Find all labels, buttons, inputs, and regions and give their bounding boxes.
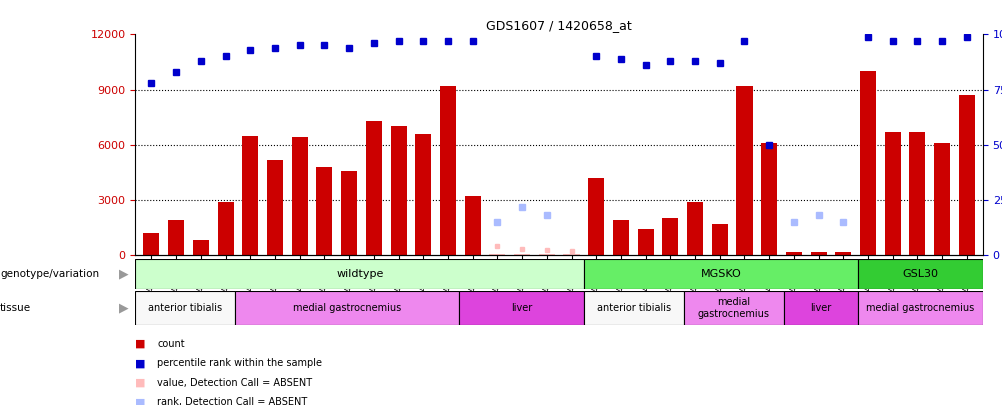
Text: rank, Detection Call = ABSENT: rank, Detection Call = ABSENT (157, 397, 308, 405)
Bar (783, 291, 858, 325)
Bar (217, 202, 233, 255)
Bar (735, 86, 752, 255)
Text: value, Detection Call = ABSENT: value, Detection Call = ABSENT (157, 378, 313, 388)
Text: medial gastrocnemius: medial gastrocnemius (293, 303, 401, 313)
Text: medial gastrocnemius: medial gastrocnemius (866, 303, 974, 313)
Bar (135, 259, 583, 289)
Text: liver: liver (810, 303, 831, 313)
Bar (242, 136, 259, 255)
Bar (234, 291, 459, 325)
Bar (711, 224, 727, 255)
Title: GDS1607 / 1420658_at: GDS1607 / 1420658_at (486, 19, 631, 32)
Bar (637, 229, 653, 255)
Bar (612, 220, 628, 255)
Bar (459, 291, 583, 325)
Bar (909, 132, 925, 255)
Text: medial
gastrocnemius: medial gastrocnemius (697, 297, 769, 319)
Text: tissue: tissue (0, 303, 31, 313)
Bar (292, 137, 308, 255)
Bar (135, 291, 234, 325)
Text: ■: ■ (135, 378, 145, 388)
Bar (587, 178, 603, 255)
Bar (958, 95, 974, 255)
Text: anterior tibialis: anterior tibialis (148, 303, 222, 313)
Text: ■: ■ (135, 339, 145, 349)
Bar (366, 121, 382, 255)
Text: count: count (157, 339, 185, 349)
Bar (810, 252, 826, 255)
Bar (786, 252, 802, 255)
Bar (858, 259, 982, 289)
Bar (489, 254, 505, 255)
Bar (583, 259, 858, 289)
Text: ▶: ▶ (118, 267, 128, 281)
Bar (933, 143, 949, 255)
Bar (538, 254, 554, 255)
Text: ▶: ▶ (118, 301, 128, 315)
Text: anterior tibialis: anterior tibialis (596, 303, 670, 313)
Bar (884, 132, 900, 255)
Bar (686, 202, 702, 255)
Bar (192, 241, 208, 255)
Text: ■: ■ (135, 397, 145, 405)
Text: GSL30: GSL30 (902, 269, 938, 279)
Bar (761, 143, 777, 255)
Bar (415, 134, 431, 255)
Text: wildtype: wildtype (336, 269, 383, 279)
Bar (661, 218, 677, 255)
Bar (514, 254, 530, 255)
Bar (267, 160, 283, 255)
Bar (464, 196, 480, 255)
Bar (390, 126, 406, 255)
Bar (168, 220, 184, 255)
Bar (563, 254, 579, 255)
Text: ■: ■ (135, 358, 145, 368)
Bar (583, 291, 683, 325)
Text: percentile rank within the sample: percentile rank within the sample (157, 358, 323, 368)
Bar (143, 233, 159, 255)
Bar (341, 171, 357, 255)
Bar (859, 71, 875, 255)
Bar (316, 167, 332, 255)
Text: liver: liver (511, 303, 532, 313)
Bar (858, 291, 982, 325)
Text: MGSKO: MGSKO (700, 269, 740, 279)
Bar (835, 252, 851, 255)
Bar (683, 291, 783, 325)
Text: genotype/variation: genotype/variation (0, 269, 99, 279)
Bar (440, 86, 456, 255)
